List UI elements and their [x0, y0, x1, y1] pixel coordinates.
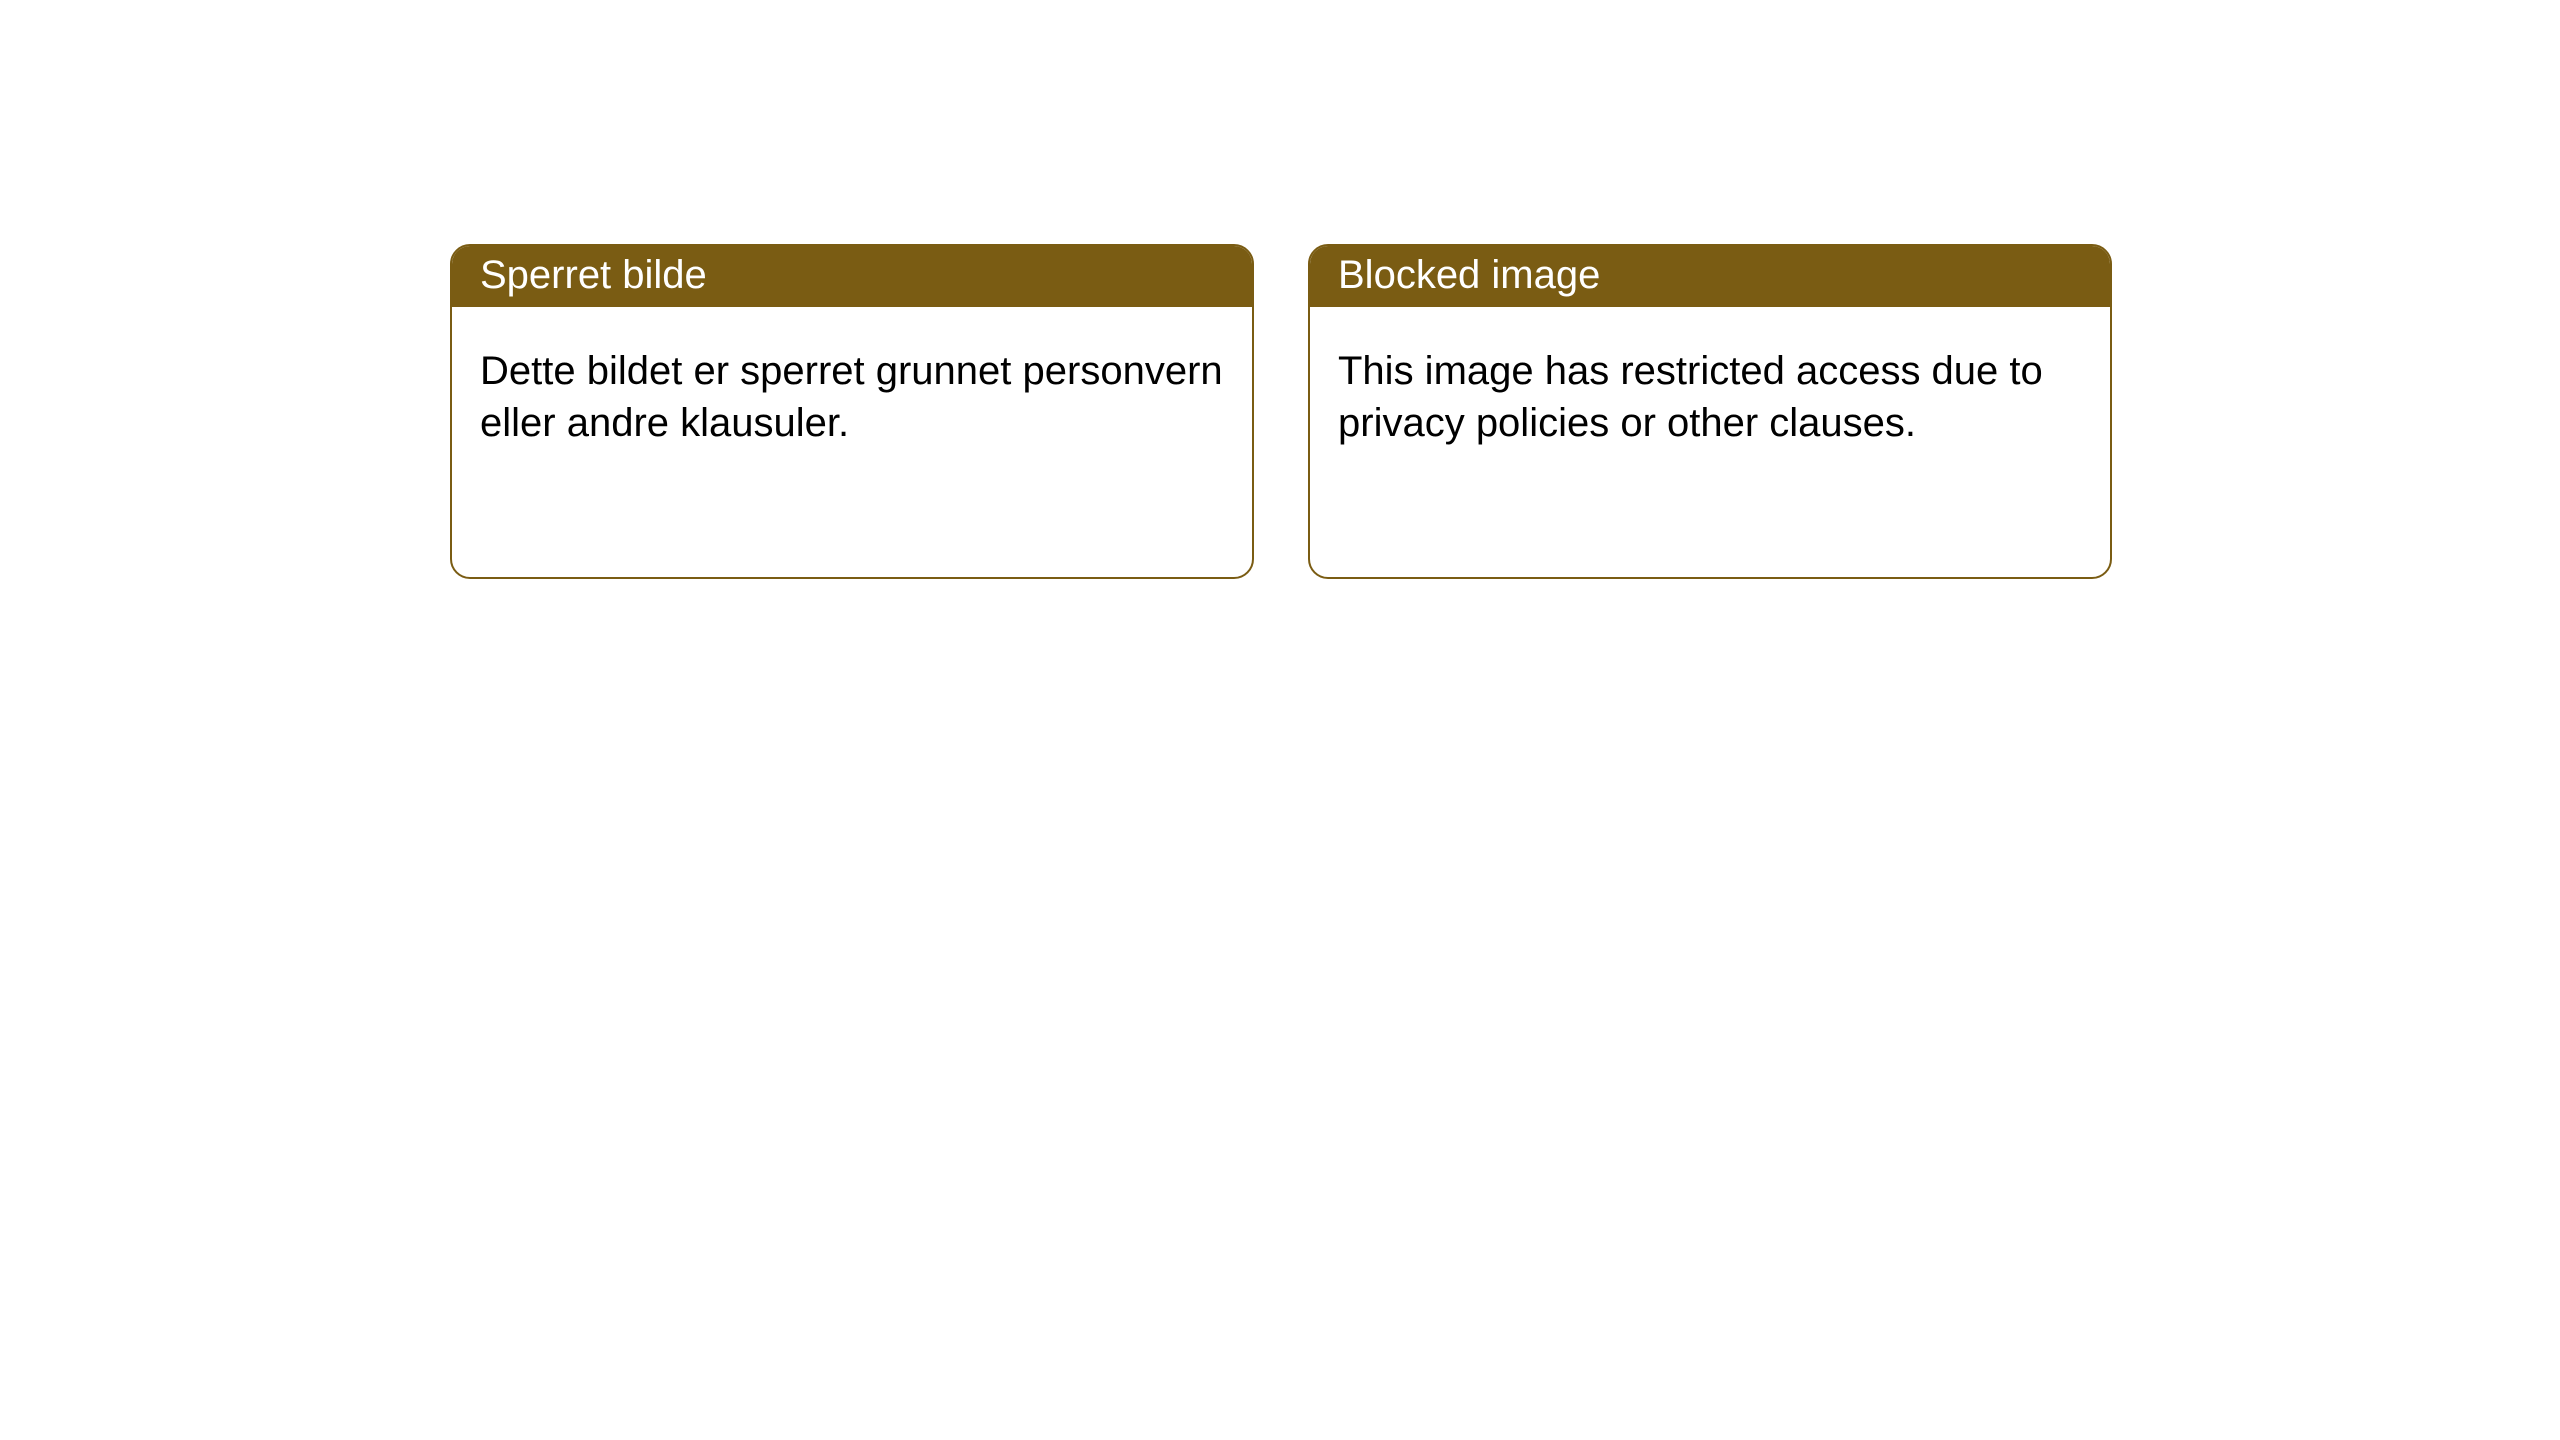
notice-container: Sperret bilde Dette bildet er sperret gr…	[0, 0, 2560, 579]
notice-card-no: Sperret bilde Dette bildet er sperret gr…	[450, 244, 1254, 579]
notice-body-en: This image has restricted access due to …	[1310, 307, 2110, 477]
notice-card-en: Blocked image This image has restricted …	[1308, 244, 2112, 579]
notice-header-no: Sperret bilde	[452, 246, 1252, 307]
notice-body-no: Dette bildet er sperret grunnet personve…	[452, 307, 1252, 477]
notice-header-en: Blocked image	[1310, 246, 2110, 307]
